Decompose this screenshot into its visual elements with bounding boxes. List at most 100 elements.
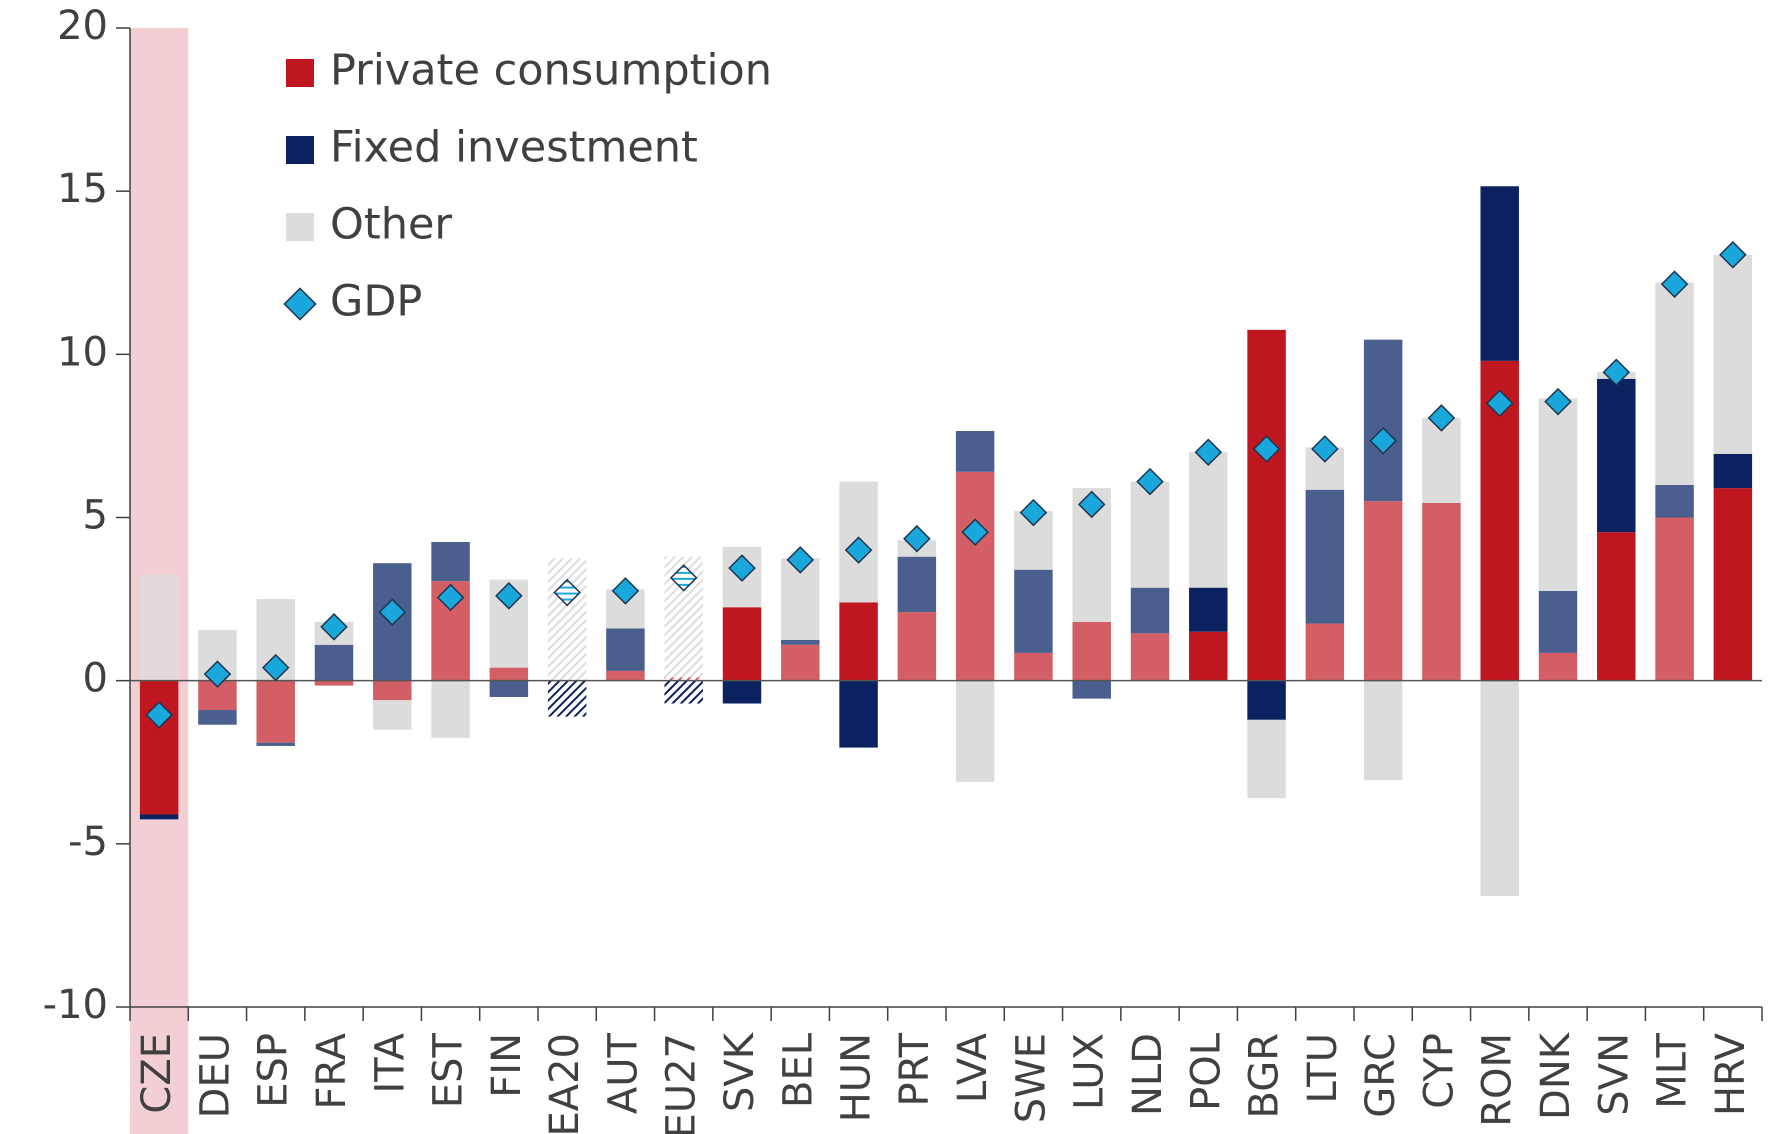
bar: [1538, 398, 1578, 591]
bar: [314, 644, 354, 681]
gdp-marker: [378, 598, 407, 626]
bar: [1305, 623, 1345, 681]
x-tick-label: HRV: [1708, 1032, 1754, 1116]
gdp-marker: [1544, 387, 1572, 416]
gdp-marker: [961, 518, 989, 546]
gdp-marker: [495, 582, 523, 610]
gdp-marker: [786, 546, 815, 574]
gdp-marker: [1311, 435, 1339, 463]
x-tick-label: DNK: [1533, 1031, 1579, 1120]
bar: [314, 680, 354, 686]
bar: [431, 541, 470, 582]
x-tick-label: MLT: [1650, 1032, 1696, 1108]
legend-swatch: [286, 136, 314, 164]
bar: [1189, 452, 1228, 588]
legend-swatch: [286, 213, 314, 241]
bar: [839, 602, 878, 681]
bar: [897, 556, 937, 613]
legend-label: GDP: [330, 277, 422, 327]
y-tick-label: 20: [57, 3, 108, 49]
bar: [547, 558, 587, 681]
bar: [1305, 489, 1345, 624]
bar: [373, 700, 412, 730]
x-tick-label: LTU: [1300, 1033, 1346, 1104]
bar: [664, 677, 703, 681]
gdp-marker: [1427, 404, 1456, 432]
gdp-marker: [553, 578, 581, 607]
gdp-marker: [611, 577, 640, 605]
bar: [139, 574, 179, 681]
x-tick-label: SVK: [717, 1031, 763, 1112]
y-tick-label: 5: [83, 493, 108, 539]
x-tick-label: HUN: [834, 1033, 880, 1122]
bar: [373, 680, 412, 701]
bar: [1072, 621, 1111, 681]
bar: [1713, 488, 1753, 681]
gdp-marker: [320, 613, 348, 641]
bar: [1655, 517, 1694, 681]
x-tick-label: BEL: [775, 1032, 821, 1108]
bar: [897, 612, 937, 681]
bar: [1480, 186, 1519, 361]
bar: [1597, 378, 1636, 533]
bar: [1247, 329, 1286, 681]
legend-swatch: [286, 59, 314, 87]
gdp-marker: [1369, 427, 1397, 455]
bar: [1130, 587, 1170, 634]
x-tick-label: LVA: [950, 1032, 996, 1103]
y-tick-label: 15: [57, 166, 108, 212]
bar: [1422, 417, 1461, 503]
bar: [722, 680, 762, 704]
bar: [1597, 532, 1636, 681]
bar: [1363, 501, 1403, 681]
y-tick-label: 10: [57, 329, 108, 375]
x-tick-label: BGR: [1242, 1033, 1288, 1119]
bar: [1189, 631, 1228, 681]
bar: [198, 710, 237, 725]
x-tick-label: AUT: [600, 1032, 646, 1114]
gdp-marker: [145, 701, 173, 729]
bar: [1363, 680, 1403, 781]
x-tick-label: PRT: [892, 1032, 938, 1106]
bar: [1713, 254, 1753, 454]
gdp-marker: [1485, 389, 1514, 418]
bar: [1363, 339, 1403, 502]
bar: [722, 607, 762, 681]
gdp-marker: [1194, 438, 1223, 467]
bar: [664, 680, 703, 704]
gdp-marker: [1019, 498, 1048, 527]
x-tick-label: NLD: [1125, 1033, 1171, 1116]
gdp-marker: [669, 564, 698, 592]
bar: [1189, 587, 1228, 632]
bar: [139, 680, 179, 815]
x-tick-label: ITA: [367, 1032, 413, 1093]
x-tick-label: DEU: [192, 1033, 238, 1118]
gdp-marker: [1136, 467, 1164, 496]
bar: [955, 431, 995, 472]
gdp-marker: [203, 660, 232, 688]
legend-label: Fixed investment: [330, 123, 698, 173]
bar: [606, 670, 645, 681]
bar: [1480, 680, 1519, 897]
x-tick-label: EST: [426, 1032, 472, 1108]
gdp-marker: [1719, 241, 1747, 269]
gdp-marker: [1077, 490, 1106, 519]
gdp-marker: [1602, 358, 1631, 387]
bar: [1422, 502, 1461, 681]
legend-label: Private consumption: [330, 46, 772, 96]
x-tick-label: ESP: [251, 1033, 297, 1108]
x-tick-label: LUX: [1067, 1033, 1113, 1110]
bar: [547, 680, 587, 717]
x-tick-label: FRA: [309, 1032, 355, 1109]
gdp-marker: [903, 524, 931, 553]
y-tick-label: 0: [83, 656, 108, 702]
bar: [431, 680, 470, 738]
x-tick-label: CZE: [134, 1033, 180, 1114]
bar: [1713, 453, 1753, 489]
bar: [1014, 569, 1053, 653]
x-tick-label: EA20: [542, 1033, 588, 1134]
legend-label: Other: [330, 200, 452, 250]
x-tick-label: ROM: [1475, 1033, 1521, 1127]
bar: [1247, 680, 1286, 720]
